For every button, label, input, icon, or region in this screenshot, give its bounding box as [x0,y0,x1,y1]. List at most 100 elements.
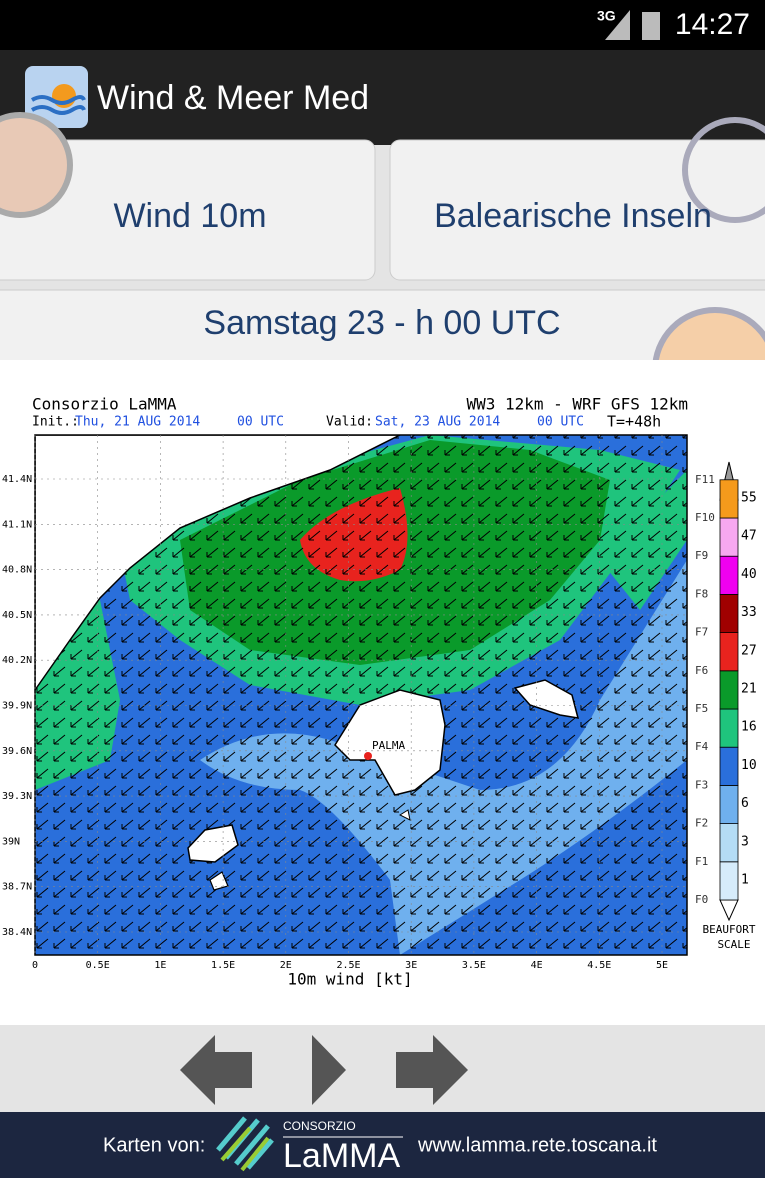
lon-label: 1E [154,960,166,971]
legend-title: SCALE [717,938,750,951]
map-model: WW3 12km - WRF GFS 12km [466,395,688,414]
lat-label: 39.9N [2,701,32,712]
clock: 14:27 [675,8,750,41]
wind-field [35,435,687,955]
legend-segment [719,479,739,519]
x-axis-title: 10m wind [kt] [287,970,412,989]
legend-segment [719,708,739,748]
button-decoration [0,112,73,218]
knot-label: 21 [741,682,757,697]
lat-label: 40.2N [2,655,32,666]
beaufort-label: F7 [695,626,708,639]
island-cabrera [398,809,411,821]
signal-icon [605,10,630,40]
legend-segment [719,594,739,634]
footer-url[interactable]: www.lamma.rete.toscana.it [417,1134,657,1156]
knot-label: 40 [741,567,757,582]
mainland [35,435,401,692]
footer [0,1112,765,1178]
lat-label: 39.3N [2,791,32,802]
time-label[interactable]: Samstag 23 - h 00 UTC [203,304,560,342]
knot-label: 55 [741,491,757,506]
legend-segment [719,823,739,863]
legend-segment [719,785,739,825]
region-button[interactable] [389,139,765,281]
beaufort-label: F10 [695,511,715,524]
action-bar [0,50,765,145]
beaufort-label: F5 [695,702,708,715]
lon-label: 2E [280,960,292,971]
init-date: Thu, 21 AUG 2014 [75,415,200,430]
island-ibiza [187,824,239,863]
lat-label: 41.1N [2,519,32,530]
footer-label: Karten von: [103,1134,205,1156]
lon-label: 1.5E [211,960,235,971]
lon-label: 3.5E [462,960,486,971]
lon-label: 0.5E [86,960,110,971]
lon-label: 4.5E [587,960,611,971]
lon-label: 4E [531,960,543,971]
button-decoration [682,117,765,223]
logo-name: LaMMA [283,1137,400,1175]
parameter-button[interactable] [0,139,376,281]
previous-button[interactable] [180,1035,252,1105]
beaufort-label: F3 [695,778,708,791]
legend-segment [719,517,739,557]
lon-label: 5E [656,960,668,971]
lon-label: 3E [405,960,417,971]
lead-time: T=+48h [607,413,661,431]
network-type: 3G [597,8,616,24]
beaufort-label: F11 [695,473,715,486]
valid-date: Sat, 23 AUG 2014 [375,415,500,430]
beaufort-label: F1 [695,855,708,868]
lon-label: 0 [32,960,38,971]
knot-label: 27 [741,643,757,658]
legend-segment [719,670,739,710]
parameter-label[interactable]: Wind 10m [113,197,266,235]
city-marker [364,752,372,760]
lat-label: 41.4N [2,474,32,485]
knot-label: 16 [741,720,757,735]
play-button[interactable] [312,1035,346,1105]
beaufort-label: F0 [695,893,708,906]
island-menorca [513,679,580,719]
knot-label: 3 [741,834,749,849]
knot-label: 10 [741,758,757,773]
app-icon-waves [30,95,86,115]
battery-icon [642,12,660,40]
init-label: Init.: [32,415,79,430]
knot-label: 47 [741,529,757,544]
beaufort-label: F6 [695,664,708,677]
valid-time: 00 UTC [537,415,584,430]
lon-label: 2.5E [336,960,360,971]
legend-segment [719,746,739,786]
lat-label: 39.6N [2,746,32,757]
knot-label: 6 [741,796,749,811]
legend-bar [719,461,739,922]
lat-label: 39N [2,836,20,847]
beaufort-label: F4 [695,740,709,753]
city-label: PALMA [372,739,405,752]
init-time: 00 UTC [237,415,284,430]
legend-segment [719,861,739,901]
map-source: Consorzio LaMMA [32,395,177,414]
logo-top: CONSORZIO [283,1119,356,1133]
region-label[interactable]: Balearische Inseln [434,197,712,235]
lat-label: 38.7N [2,882,32,893]
next-button[interactable] [396,1035,468,1105]
lat-label: 38.4N [2,927,32,938]
beaufort-label: F9 [695,549,708,562]
knot-label: 33 [741,605,757,620]
beaufort-label: F8 [695,587,708,600]
nav-bar [0,1025,765,1112]
status-bar [0,0,765,50]
lat-label: 40.5N [2,610,32,621]
island-formentera [209,871,229,891]
lat-label: 40.8N [2,565,32,576]
island-mallorca [334,689,446,796]
legend-segment [719,632,739,672]
legend-title: BEAUFORT [703,923,756,936]
app-title: Wind & Meer Med [97,79,369,117]
